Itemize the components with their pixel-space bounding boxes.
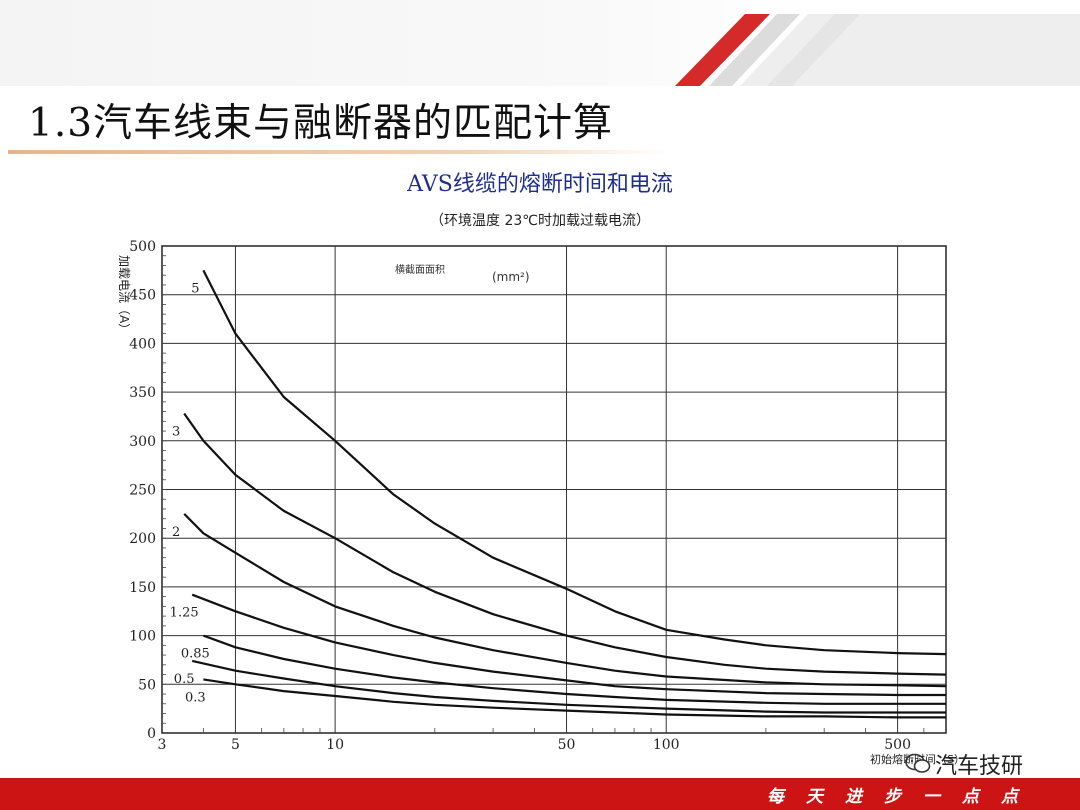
chart-title: AVS线缆的熔断时间和电流 xyxy=(407,172,673,197)
series-label: 3 xyxy=(172,425,180,440)
y-tick-label: 350 xyxy=(129,385,156,401)
legend-title: 横截面面积 xyxy=(395,263,445,276)
x-axis-label: 初始熔断时间（S） xyxy=(870,752,965,766)
series-line-0-85 xyxy=(203,634,946,705)
y-tick-label: 100 xyxy=(129,629,156,645)
slide-title: 1.3汽车线束与融断器的匹配计算 xyxy=(28,101,614,146)
series-line-5 xyxy=(202,269,947,656)
header-red-stripes xyxy=(675,14,1080,86)
series-label: 0.5 xyxy=(174,672,195,687)
footer-slogan: 每天进步一点点 xyxy=(767,787,1040,807)
footer-bar: 每天进步一点点 xyxy=(0,778,1080,810)
y-tick-label: 200 xyxy=(129,531,156,547)
series-label: 0.3 xyxy=(185,690,206,705)
series-line-0-3 xyxy=(203,678,946,719)
series-label: 1.25 xyxy=(170,606,199,621)
series-line-0-5 xyxy=(191,659,946,714)
x-tick-label: 100 xyxy=(653,737,680,753)
legend-unit: (mm²) xyxy=(492,270,530,284)
x-tick-label: 3 xyxy=(158,737,167,753)
title-underline xyxy=(8,150,668,154)
x-tick-label: 10 xyxy=(326,737,344,753)
series-label: 0.85 xyxy=(181,647,210,662)
watermark: 汽车技研 xyxy=(905,748,1023,781)
series-label: 5 xyxy=(191,281,199,296)
x-tick-label: 5 xyxy=(231,737,240,753)
y-axis-label: 加载电流（A） xyxy=(117,255,131,335)
wechat-icon xyxy=(905,753,931,781)
series-line-2 xyxy=(183,513,947,688)
x-tick-label: 500 xyxy=(884,737,911,753)
y-tick-label: 50 xyxy=(138,677,156,693)
y-tick-label: 300 xyxy=(129,434,156,450)
x-tick-label: 50 xyxy=(558,737,576,753)
y-tick-label: 150 xyxy=(129,580,156,596)
fuse-time-current-chart: 0 50 100 150 200 250 300 350 400 450 500 3 5 10 50 100 5… xyxy=(117,239,965,766)
y-tick-label: 450 xyxy=(129,288,156,304)
watermark-text: 汽车技研 xyxy=(935,754,1024,779)
y-tick-label: 400 xyxy=(129,336,156,352)
chart-subtitle: （环境温度 23℃时加载过载电流） xyxy=(430,213,650,229)
series-label: 2 xyxy=(172,525,180,540)
series-line-1-25 xyxy=(191,593,946,697)
series-line-3 xyxy=(183,412,947,676)
y-tick-label: 500 xyxy=(129,239,156,255)
y-tick-label: 250 xyxy=(129,483,156,499)
y-tick-label: 0 xyxy=(147,726,156,742)
